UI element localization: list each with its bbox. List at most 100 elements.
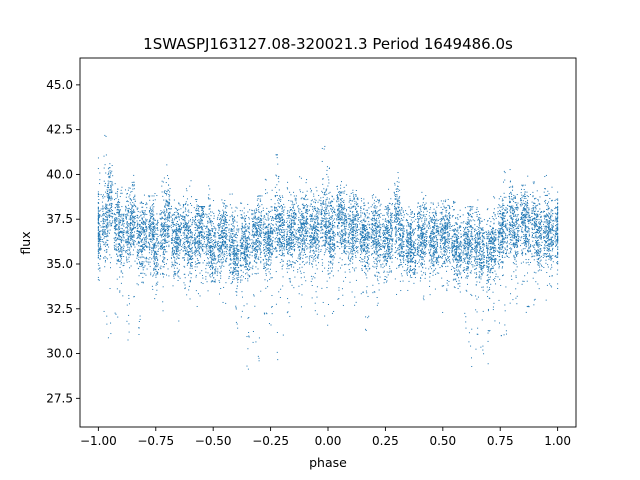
- data-point: [152, 221, 154, 223]
- data-point: [108, 176, 110, 178]
- data-point: [134, 215, 136, 217]
- data-point: [288, 230, 290, 232]
- data-point: [203, 241, 205, 243]
- data-point: [185, 214, 187, 216]
- data-point: [260, 243, 262, 245]
- data-point: [127, 231, 129, 233]
- data-point: [280, 246, 282, 248]
- data-point: [156, 239, 158, 241]
- data-point: [252, 233, 254, 235]
- data-point: [141, 221, 143, 223]
- data-point: [128, 314, 130, 316]
- data-point: [294, 218, 296, 220]
- data-point: [218, 249, 220, 251]
- data-point: [244, 215, 246, 217]
- data-point: [223, 232, 225, 234]
- data-point: [108, 187, 110, 189]
- data-point: [236, 234, 238, 236]
- data-point: [144, 239, 146, 241]
- data-point: [160, 230, 162, 232]
- data-point: [182, 246, 184, 248]
- data-point: [141, 249, 143, 251]
- data-point: [126, 218, 128, 220]
- data-point: [123, 215, 125, 217]
- data-point: [271, 216, 273, 218]
- data-point: [144, 221, 146, 223]
- data-point: [267, 219, 269, 221]
- data-point: [258, 216, 260, 218]
- data-point: [200, 231, 202, 233]
- data-point: [254, 223, 256, 225]
- data-point: [220, 287, 222, 289]
- data-point: [175, 248, 177, 250]
- data-point: [282, 276, 284, 278]
- data-point: [241, 224, 243, 226]
- data-point: [188, 289, 190, 291]
- data-point: [153, 206, 155, 208]
- data-point: [145, 245, 147, 247]
- data-point: [179, 231, 181, 233]
- data-point: [284, 224, 286, 226]
- data-point: [280, 224, 282, 226]
- data-point: [274, 207, 276, 209]
- data-point: [231, 239, 233, 241]
- data-point: [290, 248, 292, 250]
- data-point: [127, 229, 129, 231]
- data-point: [202, 209, 204, 211]
- data-point: [115, 248, 117, 250]
- data-point: [279, 249, 281, 251]
- data-point: [271, 209, 273, 211]
- data-point: [260, 242, 262, 244]
- data-point: [270, 243, 272, 245]
- data-point: [290, 200, 292, 202]
- data-point: [119, 201, 121, 203]
- data-point: [201, 228, 203, 230]
- data-point: [148, 263, 150, 265]
- data-point: [134, 198, 136, 200]
- data-point: [107, 235, 109, 237]
- data-point: [225, 282, 227, 284]
- data-point: [138, 235, 140, 237]
- data-point: [146, 241, 148, 243]
- data-point: [275, 218, 277, 220]
- data-point: [274, 196, 276, 198]
- data-point: [284, 229, 286, 231]
- data-point: [208, 234, 210, 236]
- data-point: [282, 253, 284, 255]
- data-point: [177, 271, 179, 273]
- data-point: [229, 258, 231, 260]
- data-point: [291, 222, 293, 224]
- data-point: [279, 241, 281, 243]
- data-point: [111, 203, 113, 205]
- data-point: [237, 272, 239, 274]
- data-point: [145, 260, 147, 262]
- data-point: [161, 225, 163, 227]
- data-point: [237, 253, 239, 255]
- data-point: [105, 226, 107, 228]
- data-point: [183, 248, 185, 250]
- data-point: [194, 246, 196, 248]
- data-point: [265, 179, 267, 181]
- data-point: [137, 240, 139, 242]
- data-point: [152, 230, 154, 232]
- data-point: [293, 249, 295, 251]
- data-point: [118, 244, 120, 246]
- data-point: [129, 211, 131, 213]
- data-point: [226, 248, 228, 250]
- data-point: [168, 228, 170, 230]
- data-point: [143, 234, 145, 236]
- data-point: [253, 233, 255, 235]
- data-point: [275, 154, 277, 156]
- data-point: [128, 331, 130, 333]
- data-point: [240, 227, 242, 229]
- data-point: [149, 238, 151, 240]
- data-point: [247, 263, 249, 265]
- data-point: [187, 251, 189, 253]
- data-point: [232, 272, 234, 274]
- data-point: [192, 220, 194, 222]
- data-point: [252, 265, 254, 267]
- data-point: [219, 234, 221, 236]
- data-point: [139, 237, 141, 239]
- data-point: [260, 251, 262, 253]
- data-point: [260, 218, 262, 220]
